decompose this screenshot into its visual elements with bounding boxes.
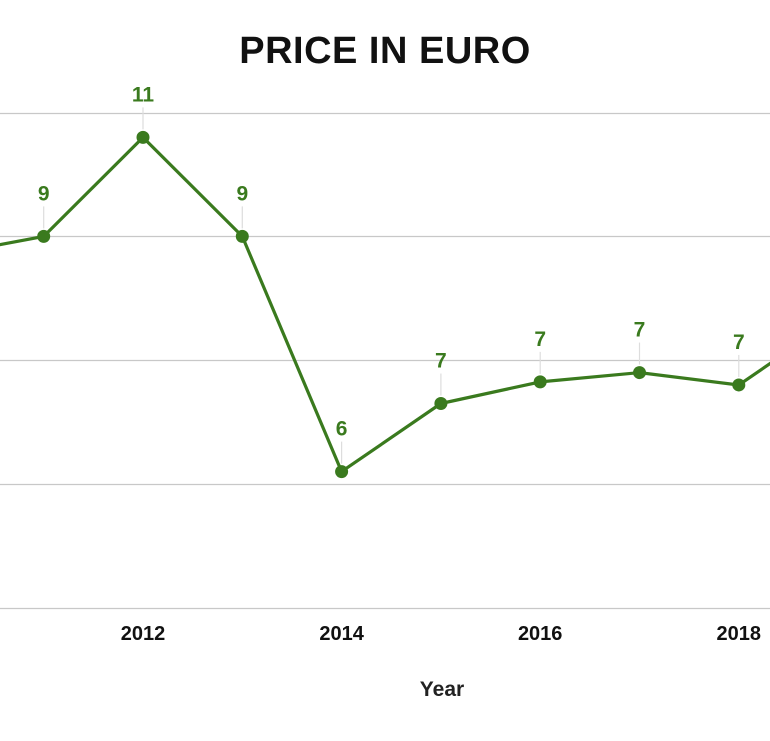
data-labels: 9 11 9 6 7 7 7 7: [38, 83, 745, 440]
series-line-layer: [0, 135, 770, 474]
x-tick-label: 2012: [121, 623, 166, 645]
data-label: 7: [634, 319, 646, 342]
data-point: [235, 229, 249, 243]
data-point: [136, 130, 150, 144]
data-point: [732, 378, 746, 392]
x-tick-label: 2018: [717, 623, 762, 645]
data-point: [533, 375, 547, 389]
data-label: 7: [435, 350, 447, 373]
data-points: [37, 130, 746, 479]
chart-title: PRICE IN EURO: [239, 30, 531, 72]
data-label: 11: [132, 83, 155, 106]
data-label: 9: [236, 182, 248, 205]
x-tick-labels: 2012 2014 2016 2018: [121, 623, 761, 645]
x-axis-title: Year: [419, 678, 465, 701]
series-line: [0, 135, 770, 474]
grid-lines: [0, 112, 770, 610]
label-stems: [43, 107, 740, 464]
data-label: 6: [336, 418, 348, 441]
data-label: 7: [534, 328, 546, 351]
data-point: [633, 366, 646, 380]
x-tick-label: 2014: [319, 623, 364, 645]
data-label: 7: [733, 331, 745, 354]
data-point: [434, 397, 448, 411]
data-point: [37, 229, 51, 243]
data-point: [335, 465, 349, 479]
x-tick-label: 2016: [518, 623, 563, 645]
data-label: 9: [38, 182, 50, 205]
